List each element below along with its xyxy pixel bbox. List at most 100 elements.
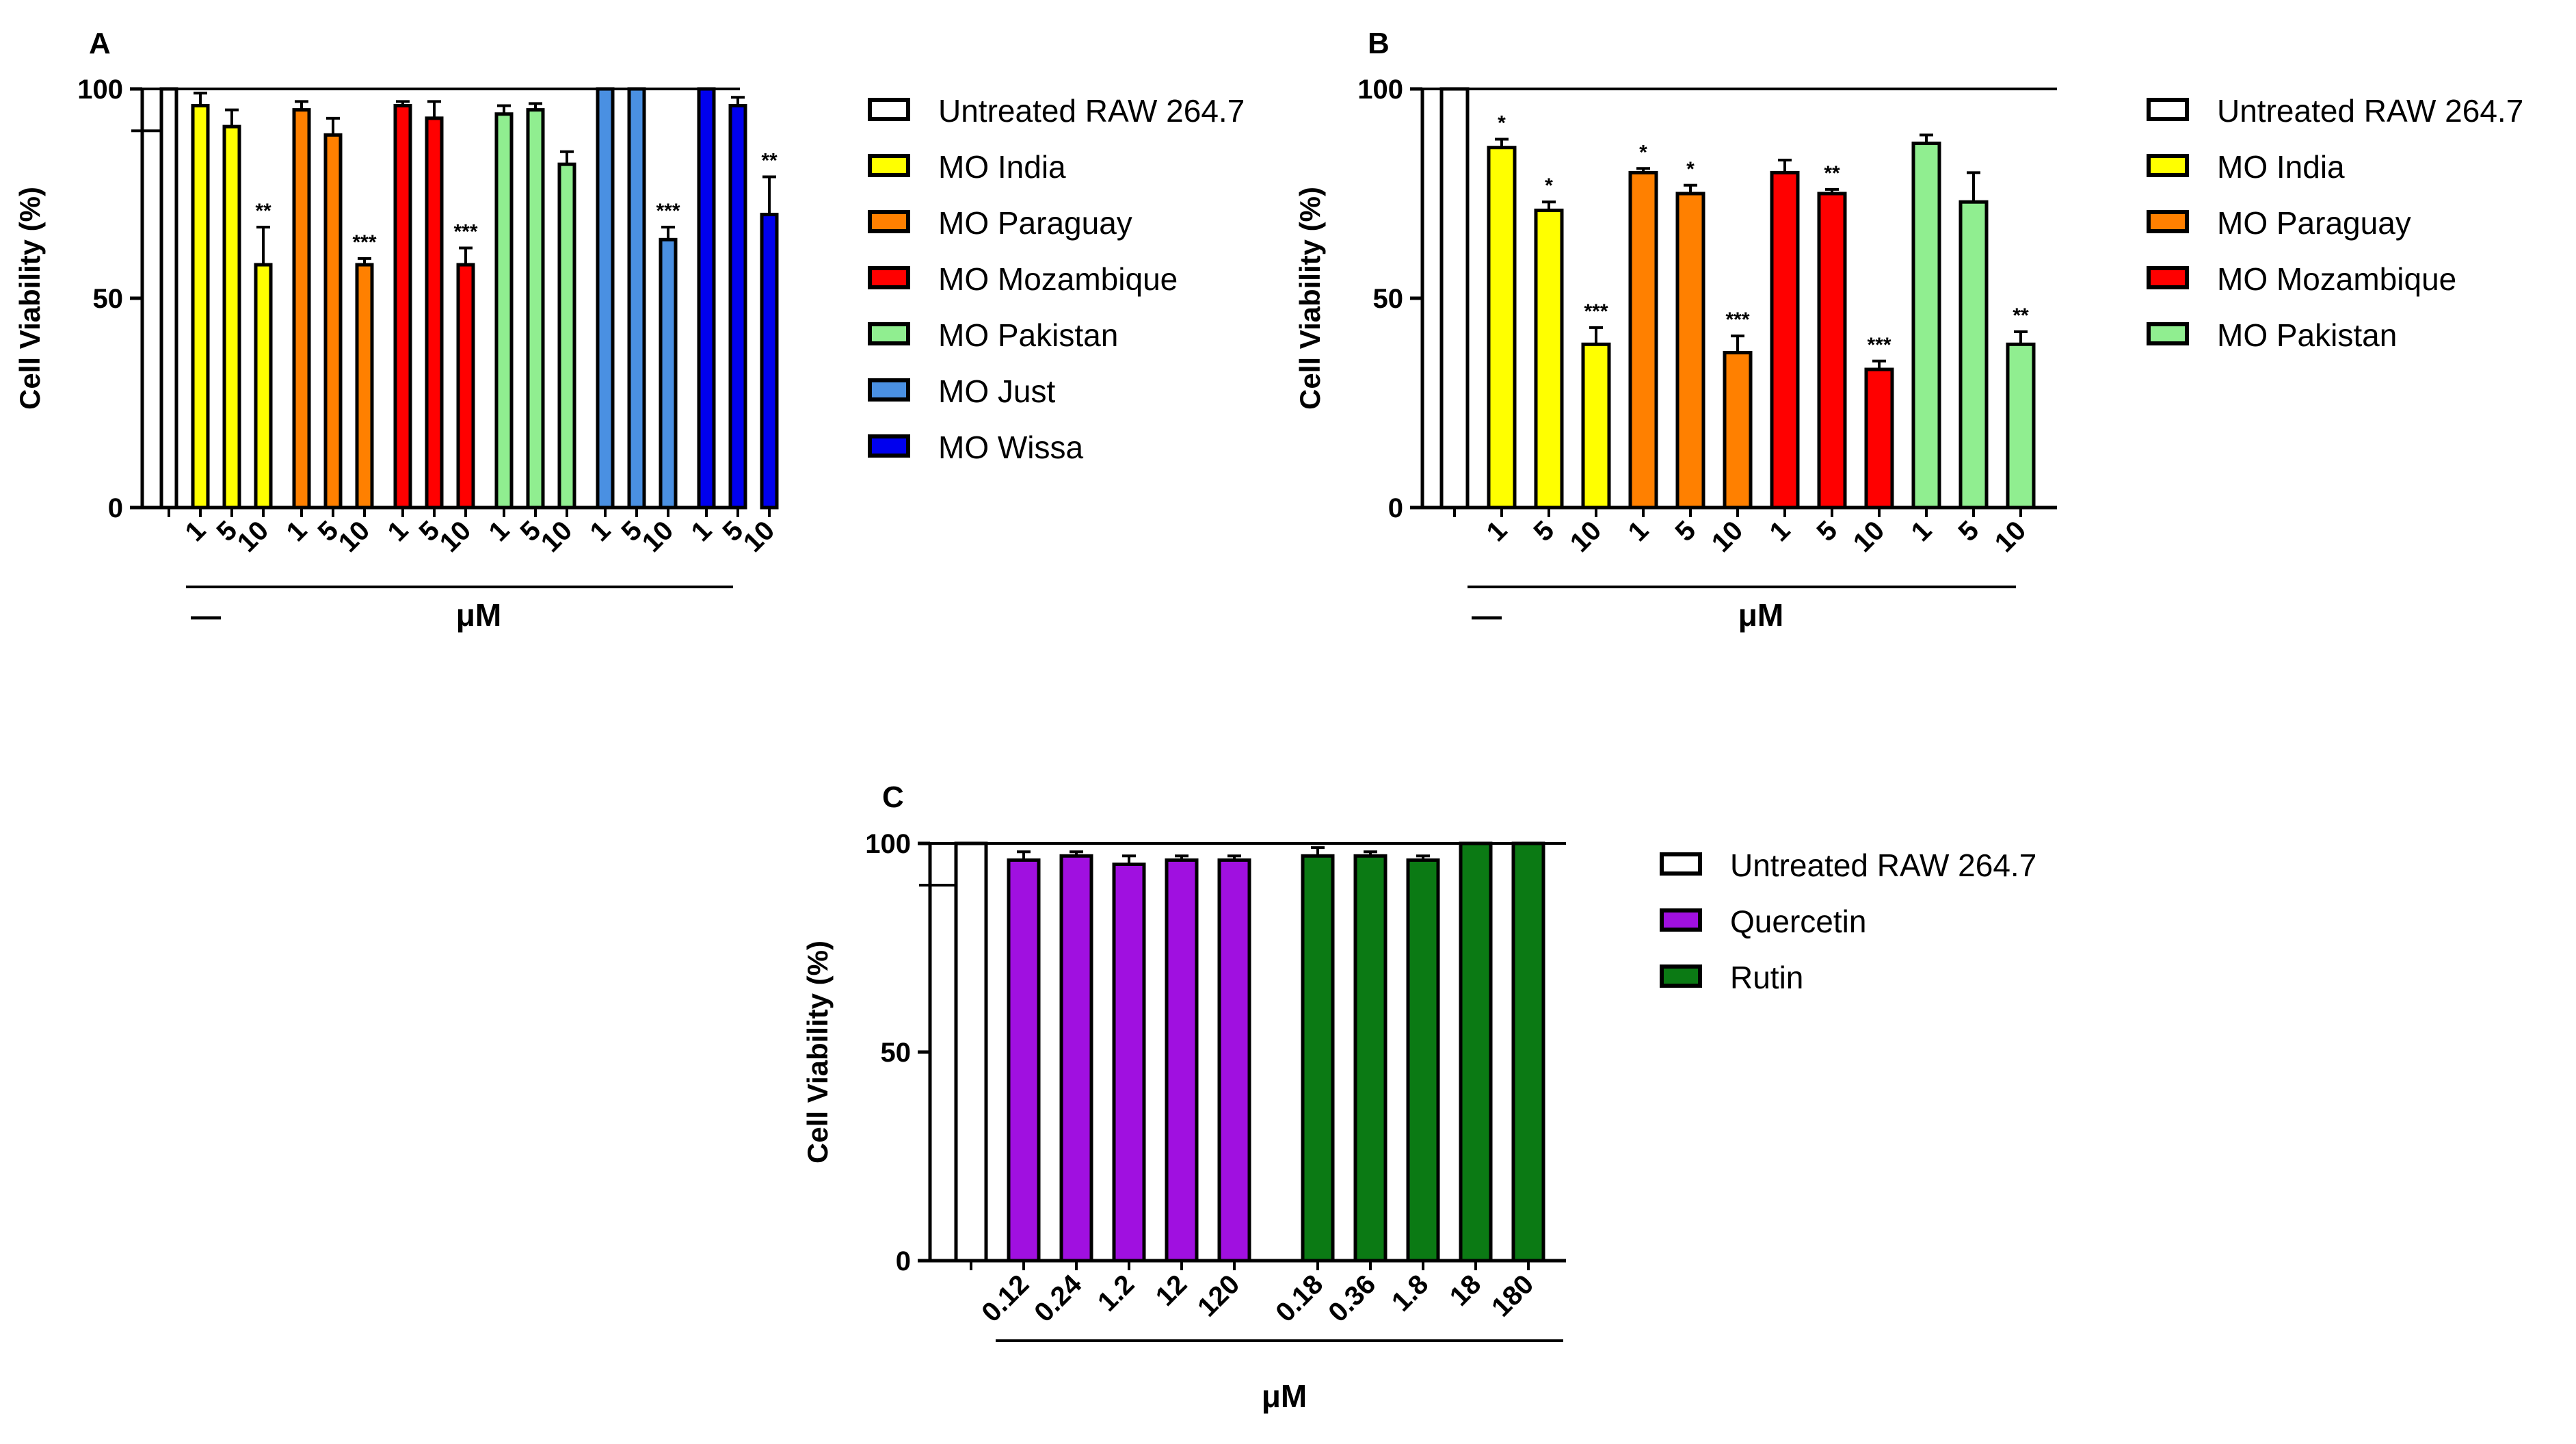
- bar-mo-mozambique-5: [1817, 192, 1847, 510]
- control-bar: [159, 87, 178, 510]
- bar-mo-pakistan-1: [494, 112, 514, 510]
- legend-entry-quercetin: Quercetin: [1730, 904, 1866, 939]
- legend-entry-mo-just: MO Just: [938, 373, 1055, 409]
- significance-label: *: [1686, 158, 1695, 181]
- x-tick-label: 1: [1764, 515, 1796, 547]
- legend: Untreated RAW 264.7 MO India MO Paraguay MO…: [868, 93, 1245, 465]
- legend-swatch-mo-india: [868, 154, 910, 177]
- bar-mo-paraguay-1: [1628, 170, 1658, 510]
- bar-mo-india-10: [1581, 342, 1611, 510]
- bar-mo-india-1: [1487, 146, 1517, 510]
- x-tick-label: 1: [180, 515, 212, 547]
- legend-swatch-untreated-raw-264-7: [1660, 852, 1702, 876]
- bar-mo-just-10: [659, 237, 678, 510]
- bar-quercetin-1-2: [1112, 863, 1146, 1263]
- control-bar: [1439, 87, 1470, 510]
- legend-swatch-mo-mozambique: [2147, 266, 2189, 289]
- control-dash-label: —: [191, 599, 221, 633]
- significance-label: **: [255, 200, 271, 222]
- bar-mo-just-1: [596, 87, 615, 510]
- significance-label: *: [1639, 141, 1647, 163]
- y-tick-label: 50: [1373, 284, 1404, 314]
- bar-rutin-180: [1511, 841, 1545, 1263]
- significance-label: ***: [1867, 334, 1891, 356]
- bar-quercetin-0-12: [1007, 858, 1041, 1263]
- x-axis-title: μM: [456, 597, 501, 633]
- significance-label: **: [2013, 304, 2029, 327]
- x-tick-label: 5: [1953, 515, 1985, 547]
- bar-mo-paraguay-1: [292, 108, 311, 510]
- y-axis-title: Cell Viability (%): [1294, 187, 1326, 410]
- significance-label: ***: [352, 231, 376, 254]
- legend-swatch-mo-paraguay: [868, 210, 910, 233]
- x-tick-label: 10: [1989, 515, 2032, 558]
- bar-rutin-0-18: [1301, 854, 1335, 1263]
- x-tick-label: 10: [535, 515, 579, 558]
- y-tick-label: 50: [93, 284, 124, 314]
- x-tick-label: 1: [585, 515, 617, 547]
- bar-mo-wissa-5: [728, 103, 747, 510]
- x-tick-label: 10: [738, 515, 781, 558]
- x-tick-label: 10: [1565, 515, 1608, 558]
- bar-mo-india-5: [1534, 208, 1564, 510]
- y-axis-title: Cell Viability (%): [801, 941, 834, 1164]
- bar-mo-india-10: [254, 263, 273, 510]
- y-tick-label: 100: [1357, 75, 1403, 105]
- legend-entry-mo-mozambique: MO Mozambique: [938, 261, 1178, 297]
- legend-entry-mo-pakistan: MO Pakistan: [2217, 317, 2397, 353]
- legend-entry-untreated-raw-264-7: Untreated RAW 264.7: [1730, 848, 2036, 883]
- significance-label: ***: [656, 200, 680, 222]
- panel-label: C: [882, 780, 904, 814]
- x-tick-label: 0.12: [976, 1269, 1035, 1328]
- bar-mo-pakistan-1: [1911, 142, 1941, 510]
- bar-rutin-0-36: [1353, 854, 1387, 1263]
- x-tick-label: 1: [281, 515, 313, 547]
- x-tick-label: 1: [686, 515, 718, 547]
- x-tick-label: 1.8: [1386, 1269, 1434, 1317]
- bar-mo-paraguay-10: [355, 263, 374, 510]
- legend-entry-untreated-raw-264-7: Untreated RAW 264.7: [2217, 93, 2523, 129]
- x-tick-label: 120: [1192, 1269, 1245, 1322]
- panel-label: A: [89, 27, 111, 60]
- legend-swatch-mo-just: [868, 378, 910, 402]
- x-tick-label: 12: [1150, 1269, 1193, 1312]
- x-tick-label: 10: [637, 515, 680, 558]
- x-tick-label: 1: [1623, 515, 1655, 547]
- legend-swatch-mo-paraguay: [2147, 210, 2189, 233]
- x-tick-label: 10: [333, 515, 376, 558]
- bar-mo-pakistan-10: [2006, 342, 2036, 510]
- bar-mo-wissa-10: [760, 213, 779, 510]
- legend-swatch-mo-mozambique: [868, 266, 910, 289]
- y-tick-label: 100: [77, 75, 123, 105]
- legend: Untreated RAW 264.7 MO India MO Paraguay MO…: [2147, 93, 2523, 353]
- x-tick-label: 10: [232, 515, 275, 558]
- bar-rutin-1-8: [1406, 858, 1440, 1263]
- x-tick-label: 0.18: [1270, 1269, 1329, 1328]
- x-tick-label: 1: [483, 515, 516, 547]
- legend-entry-mo-wissa: MO Wissa: [938, 430, 1084, 465]
- bar-quercetin-12: [1165, 858, 1199, 1263]
- legend-entry-rutin: Rutin: [1730, 960, 1803, 995]
- y-tick-label: 0: [1388, 493, 1403, 523]
- x-tick-label: 0.36: [1323, 1269, 1381, 1328]
- significance-label: *: [1498, 111, 1506, 134]
- x-tick-label: 10: [1848, 515, 1891, 558]
- panel-label: B: [1368, 27, 1390, 60]
- legend-swatch-quercetin: [1660, 908, 1702, 932]
- legend-swatch-mo-india: [2147, 154, 2189, 177]
- legend-entry-mo-india: MO India: [2217, 149, 2345, 185]
- control-dash-label: —: [1472, 599, 1502, 633]
- x-tick-label: 5: [1670, 515, 1702, 547]
- bar-mo-paraguay-10: [1723, 351, 1753, 510]
- x-tick-label: 10: [1706, 515, 1749, 558]
- significance-label: ***: [453, 221, 477, 244]
- legend-swatch-untreated-raw-264-7: [2147, 98, 2189, 121]
- y-tick-label: 0: [108, 493, 123, 523]
- bar-mo-mozambique-1: [1770, 170, 1800, 510]
- x-tick-label: 1.2: [1092, 1269, 1140, 1317]
- x-tick-label: 10: [434, 515, 477, 558]
- legend-swatch-mo-pakistan: [2147, 322, 2189, 345]
- bar-mo-wissa-1: [697, 87, 716, 510]
